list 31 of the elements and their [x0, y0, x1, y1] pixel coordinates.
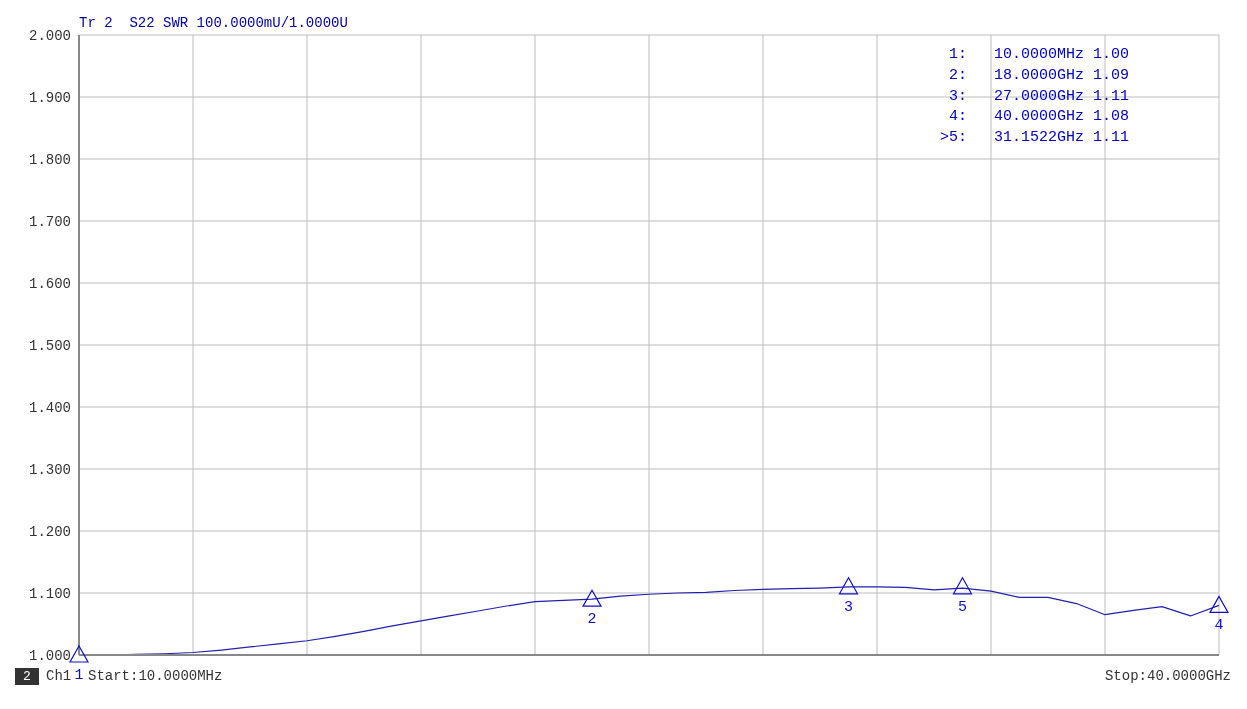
annotation: 4 [1214, 617, 1224, 635]
chart-title: Tr 2 S22 SWR 100.0000mU/1.0000U [79, 15, 348, 31]
y-tick-label: 1.600 [28, 275, 71, 292]
annotation: 1: 10.0000MHz 1.00 [948, 45, 1130, 65]
annotation: 4: 40.0000GHz 1.08 [948, 107, 1130, 128]
y-tick-label: 1.800 [28, 151, 71, 168]
text: Start:10.0000MHz [88, 668, 223, 684]
annotation: 3: 27.0000GHz 1.11 [948, 86, 1130, 107]
y-tick-label: 1.700 [28, 213, 71, 230]
y-tick-label: 1.300 [28, 461, 71, 478]
annotation: 2 [587, 611, 597, 629]
y-tick-label: 1.400 [28, 399, 71, 416]
point [838, 577, 859, 595]
annotation: 3 [843, 598, 854, 616]
y-tick-label: 1.900 [28, 89, 71, 106]
annotation: 2: 18.0000GHz 1.09 [948, 65, 1130, 86]
y-tick-label: 1.100 [28, 585, 71, 602]
text: Stop:40.0000GHz [1104, 668, 1231, 684]
text: 2 [15, 668, 39, 685]
y-tick-label: 1.000 [28, 647, 71, 664]
annotation: >5: 31.1522GHz 1.11 [940, 128, 1130, 149]
annotation: 5 [957, 598, 968, 616]
point [1209, 595, 1229, 613]
y-tick-label: 1.200 [28, 523, 71, 540]
y-tick-label: 2.000 [28, 27, 71, 44]
point [69, 645, 89, 663]
text: Ch1 [46, 668, 72, 684]
point [582, 589, 602, 607]
point [952, 577, 973, 595]
text: 1 [74, 667, 84, 684]
y-tick-label: 1.500 [28, 337, 71, 354]
